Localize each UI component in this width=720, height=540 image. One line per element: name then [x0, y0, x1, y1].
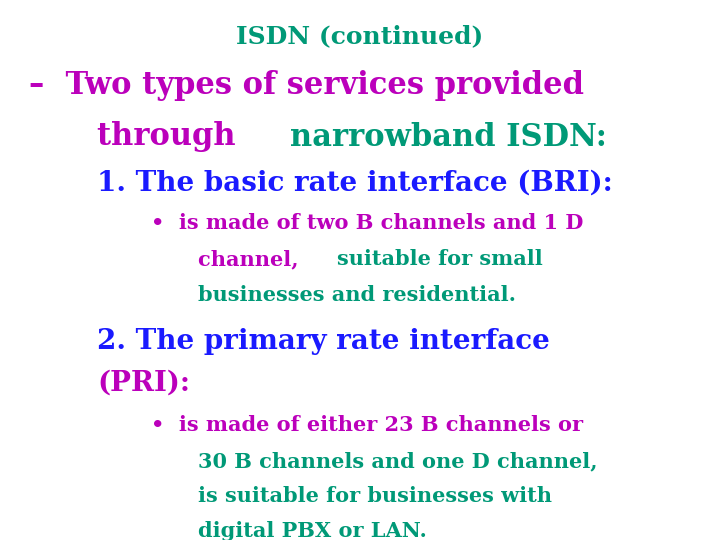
- Text: (PRI):: (PRI):: [97, 370, 190, 397]
- Text: ISDN (continued): ISDN (continued): [236, 24, 484, 48]
- Text: •  is made of either 23 B channels or: • is made of either 23 B channels or: [151, 415, 583, 435]
- Text: 1. The basic rate interface (BRI):: 1. The basic rate interface (BRI):: [97, 170, 613, 197]
- Text: channel,: channel,: [198, 249, 306, 269]
- Text: –  Two types of services provided: – Two types of services provided: [29, 70, 584, 101]
- Text: narrowband ISDN:: narrowband ISDN:: [289, 122, 607, 152]
- Text: 2. The primary rate interface: 2. The primary rate interface: [97, 328, 550, 355]
- Text: digital PBX or LAN.: digital PBX or LAN.: [198, 521, 427, 540]
- Text: suitable for small: suitable for small: [337, 249, 543, 269]
- Text: is suitable for businesses with: is suitable for businesses with: [198, 486, 552, 506]
- Text: •  is made of two B channels and 1 D: • is made of two B channels and 1 D: [151, 213, 584, 233]
- Text: 30 B channels and one D channel,: 30 B channels and one D channel,: [198, 451, 598, 471]
- Text: through: through: [97, 122, 246, 152]
- Text: businesses and residential.: businesses and residential.: [198, 285, 516, 305]
